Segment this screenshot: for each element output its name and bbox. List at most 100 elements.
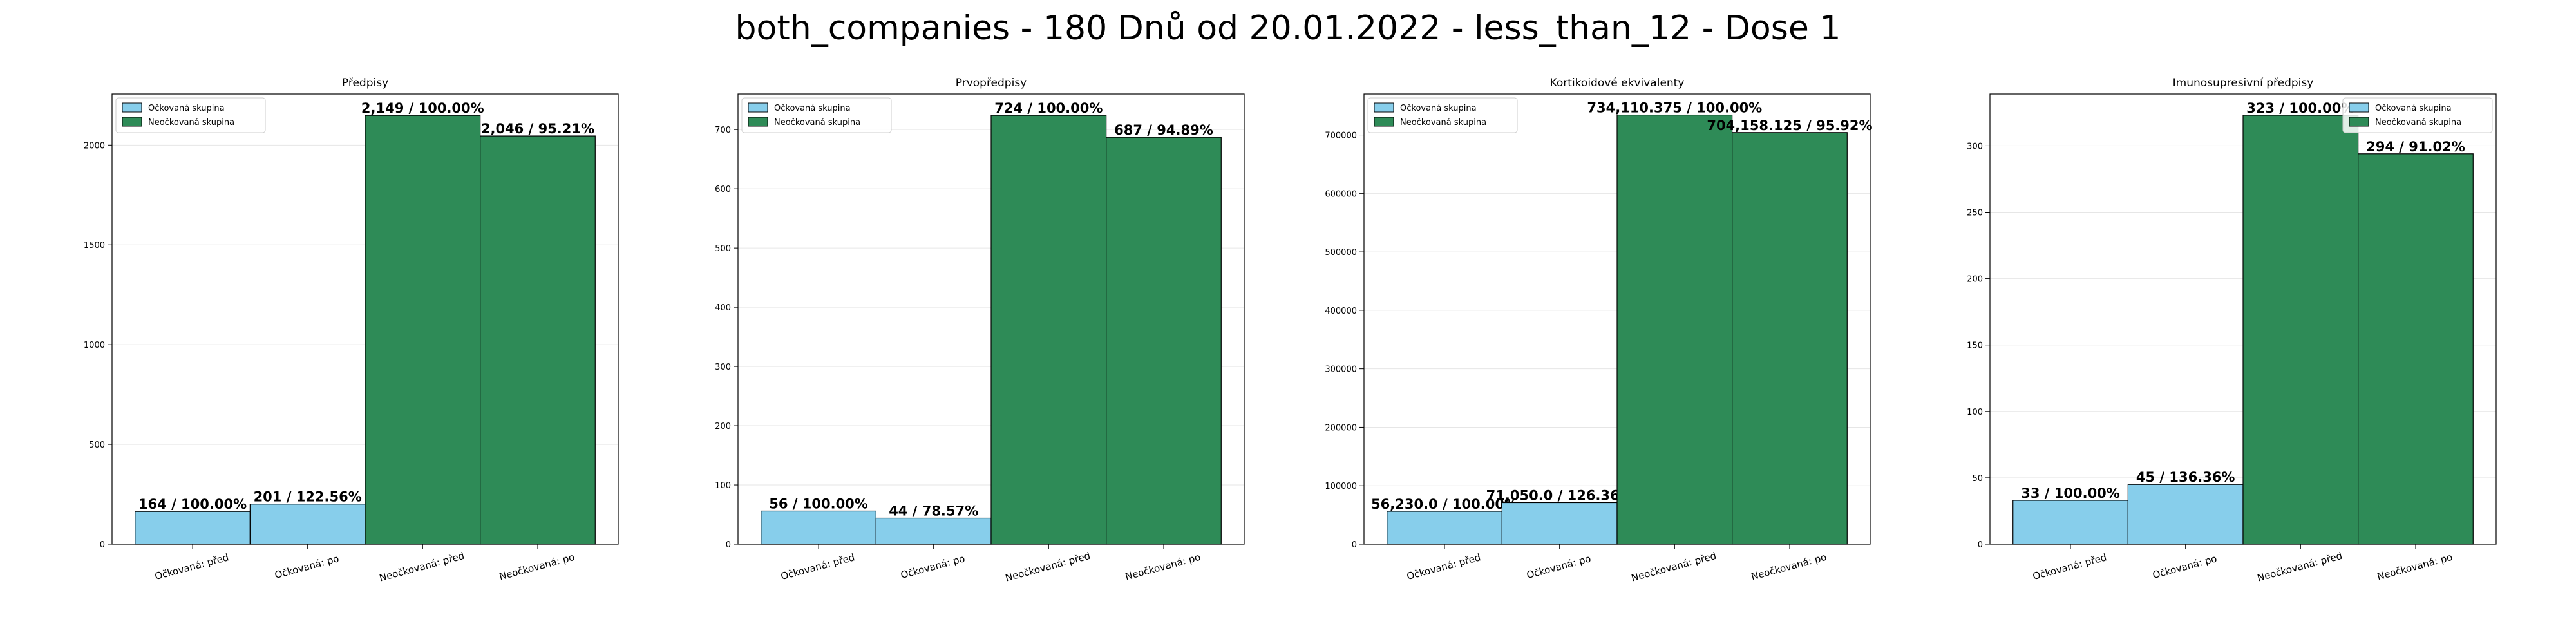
bar-data-label: 704,158.125 / 95.92% — [1707, 118, 1872, 133]
x-tick-label: Očkovaná: po — [899, 553, 966, 581]
y-tick-label: 300 — [715, 363, 731, 372]
bar — [2127, 484, 2244, 545]
x-tick-label: Očkovaná: před — [779, 551, 856, 582]
bar — [135, 511, 251, 545]
panel-title: Předpisy — [342, 77, 388, 90]
bar-data-label: 45 / 136.36% — [2136, 469, 2235, 485]
x-tick-label: Neočkovaná: před — [378, 550, 466, 584]
bar — [1106, 137, 1222, 545]
bar-data-label: 724 / 100.00% — [994, 100, 1103, 116]
y-tick-label: 0 — [1352, 540, 1357, 550]
bar-data-label: 164 / 100.00% — [138, 497, 247, 512]
axes-frame — [1363, 93, 1871, 545]
bar-data-label: 44 / 78.57% — [889, 504, 978, 519]
legend: Očkovaná skupina Neočkovaná skupina — [115, 97, 266, 133]
axes-frame — [737, 93, 1245, 545]
y-tick-label: 300000 — [1325, 365, 1357, 375]
panel-title: Imunosupresivní předpisy — [2173, 77, 2314, 90]
y-tick-label: 500000 — [1325, 248, 1357, 258]
y-tick-label: 600 — [715, 185, 731, 194]
bar — [1616, 114, 1733, 545]
chart-panel-3: 0 100000 200000 300000 400000 500000 600000 700… — [1325, 77, 1872, 583]
bar — [249, 504, 366, 545]
y-tick-label: 500 — [715, 244, 731, 254]
bar-data-label: 2,149 / 100.00% — [361, 100, 484, 116]
y-tick-label: 100 — [715, 481, 731, 491]
legend-box — [741, 97, 892, 133]
panel-title: Prvopředpisy — [956, 77, 1027, 90]
bar-data-label: 201 / 122.56% — [254, 489, 362, 505]
legend-swatch — [122, 117, 142, 127]
y-tick-label: 50 — [1972, 474, 1983, 484]
legend-label: Očkovaná skupina — [148, 104, 225, 113]
y-tick-label: 500 — [89, 440, 105, 450]
legend: Očkovaná skupina Neočkovaná skupina — [741, 97, 892, 133]
y-tick-label: 1000 — [84, 341, 105, 350]
legend-swatch — [122, 102, 142, 113]
y-tick-label: 250 — [1967, 209, 1983, 218]
bar-data-label: 56 / 100.00% — [769, 496, 868, 511]
bar — [1732, 132, 1848, 545]
chart-panel-4: 0 50 100 150 200 250 300 33 / 100.00% Očkovaná: … — [1967, 77, 2497, 584]
legend-label: Neočkovaná skupina — [1400, 118, 1486, 128]
bar-data-label: 323 / 100.00% — [2246, 100, 2354, 116]
chart-panel-1: 0 500 1000 1500 2000 164 / 100.00% Očkovaná: p… — [84, 77, 619, 584]
x-tick-label: Neočkovaná: před — [1630, 550, 1718, 584]
bar — [1387, 511, 1502, 545]
y-tick-label: 600000 — [1325, 189, 1357, 199]
y-tick-label: 400 — [715, 303, 731, 313]
legend-label: Neočkovaná skupina — [148, 118, 234, 128]
bar — [2358, 153, 2474, 545]
panel-title: Kortikoidové ekvivalenty — [1550, 77, 1685, 90]
legend: Očkovaná skupina Neočkovaná skupina — [1367, 97, 1518, 133]
bar-data-label: 734,110.375 / 100.00% — [1587, 100, 1762, 116]
bar-data-label: 71,050.0 / 126.36% — [1486, 488, 1633, 504]
y-tick-label: 0 — [100, 540, 105, 550]
bar — [365, 115, 481, 545]
bar-data-label: 33 / 100.00% — [2021, 486, 2120, 501]
y-tick-label: 700000 — [1325, 131, 1357, 141]
legend-swatch — [748, 102, 768, 113]
legend: Očkovaná skupina Neočkovaná skupina — [2342, 97, 2493, 133]
bar-data-label: 2,046 / 95.21% — [481, 121, 594, 137]
x-tick-label: Očkovaná: před — [1405, 551, 1482, 582]
bar-data-label: 687 / 94.89% — [1114, 122, 1213, 138]
legend-swatch — [748, 117, 768, 127]
bar — [2242, 115, 2359, 545]
x-tick-label: Očkovaná: před — [153, 551, 230, 582]
y-tick-label: 400000 — [1325, 307, 1357, 316]
x-tick-label: Očkovaná: po — [1525, 553, 1592, 581]
y-tick-label: 0 — [726, 540, 731, 550]
legend-label: Neočkovaná skupina — [2375, 118, 2461, 128]
x-tick-label: Neočkovaná: po — [2376, 551, 2454, 583]
x-tick-label: Neočkovaná: před — [1004, 550, 1092, 584]
y-tick-label: 100000 — [1325, 482, 1357, 491]
legend-swatch — [1374, 102, 1394, 113]
legend-swatch — [2349, 117, 2369, 127]
y-tick-label: 1500 — [84, 241, 105, 251]
y-tick-label: 150 — [1967, 341, 1983, 351]
y-tick-label: 200 — [1967, 275, 1983, 285]
x-tick-label: Neočkovaná: před — [2256, 550, 2344, 584]
bar — [761, 510, 876, 545]
legend-label: Neočkovaná skupina — [774, 118, 860, 128]
bar — [2012, 500, 2128, 545]
legend-swatch — [1374, 117, 1394, 127]
bar-data-label: 294 / 91.02% — [2366, 139, 2465, 155]
y-tick-label: 300 — [1967, 142, 1983, 151]
x-tick-label: Neočkovaná: po — [1750, 551, 1828, 583]
x-tick-label: Očkovaná: po — [2151, 553, 2218, 581]
axes-frame — [111, 93, 619, 545]
chart-panel-2: 0 100 200 300 400 500 600 700 56 / 100.00% Očkova… — [715, 77, 1245, 584]
legend-box — [2342, 97, 2493, 133]
y-tick-label: 0 — [1978, 540, 1983, 550]
x-tick-label: Očkovaná: před — [2031, 551, 2108, 582]
legend-label: Očkovaná skupina — [774, 104, 851, 113]
x-tick-label: Očkovaná: po — [273, 553, 340, 581]
y-tick-label: 200 — [715, 422, 731, 431]
bar — [990, 115, 1107, 545]
y-tick-label: 100 — [1967, 408, 1983, 417]
x-tick-label: Neočkovaná: po — [1124, 551, 1202, 583]
x-tick-label: Neočkovaná: po — [498, 551, 576, 583]
bar — [875, 517, 992, 545]
